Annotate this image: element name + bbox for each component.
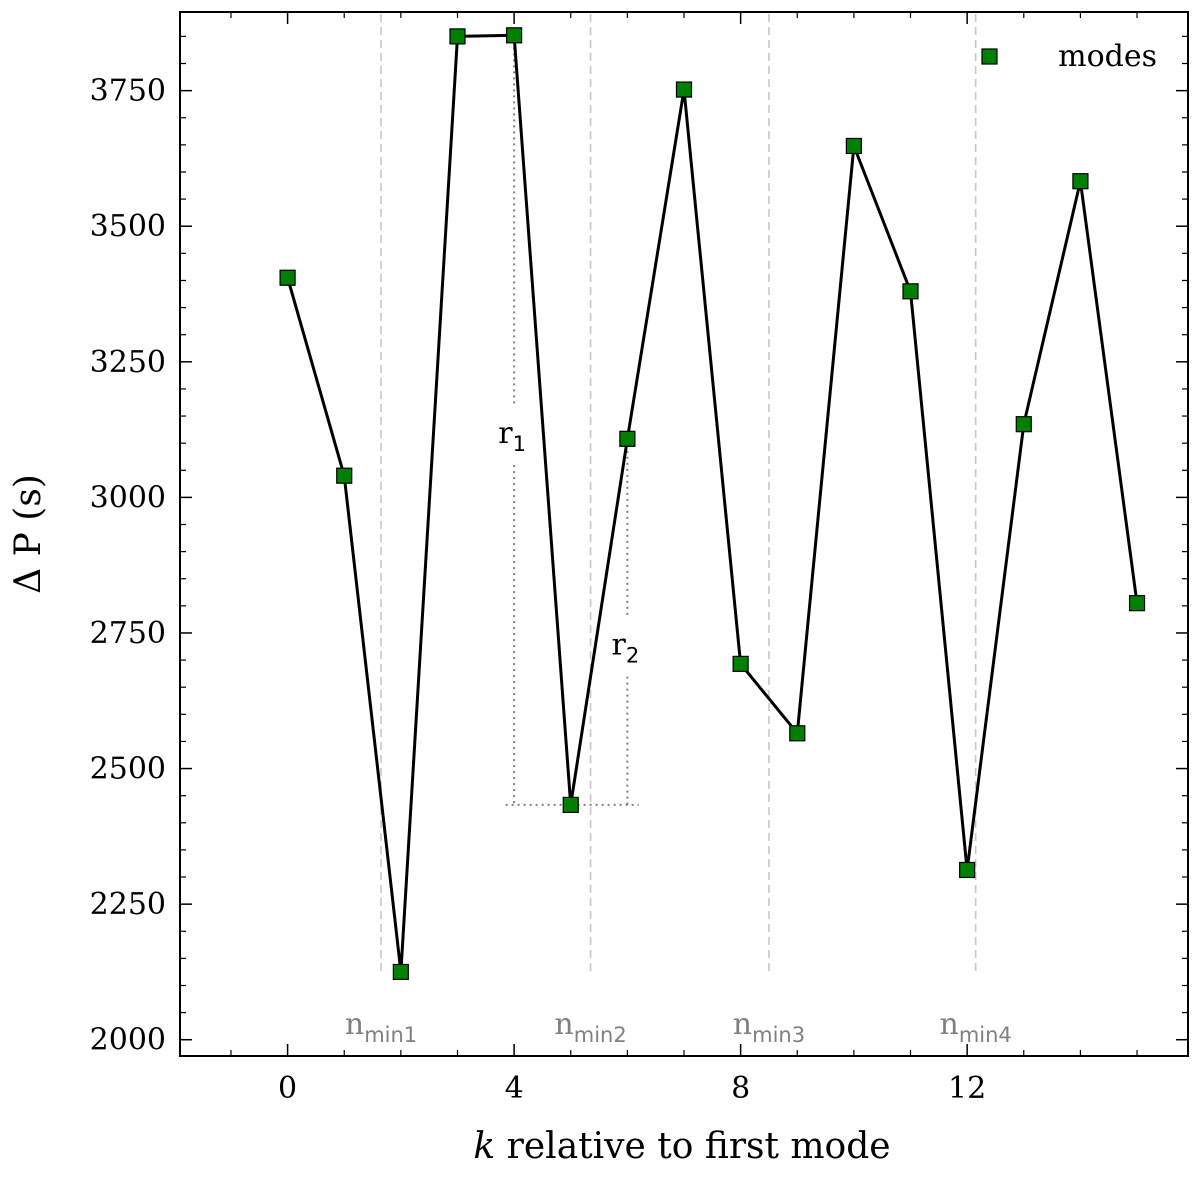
vline-label-3-sub: min3 — [752, 1023, 805, 1047]
x-tick-label: 4 — [505, 1071, 524, 1106]
vline-label-2: nmin2 — [554, 1007, 626, 1047]
annotation-label-1: r1 — [498, 416, 526, 456]
vline-label-1: nmin1 — [345, 1007, 417, 1047]
data-point — [1128, 595, 1146, 612]
plot-frame — [179, 11, 1189, 1057]
annotation-label-2-base: r — [612, 628, 627, 663]
vline-label-2-sub: min2 — [574, 1023, 627, 1047]
vline-label-1-base: n — [345, 1007, 364, 1042]
minimum-lines: nmin1 nmin2 nmin3 nmin4 — [345, 14, 1012, 1047]
x-axis-title: k relative to first mode — [473, 1126, 890, 1167]
x-axis: 0 4 8 12 — [230, 12, 1138, 1106]
modes-series — [279, 27, 1146, 981]
y-tick-label: 2000 — [90, 1023, 166, 1058]
y-axis-title: Δ P (s) — [8, 474, 49, 594]
vline-label-2-base: n — [554, 1007, 573, 1042]
data-point — [732, 655, 749, 672]
legend: modes — [981, 39, 1157, 74]
vline-label-1-sub: min1 — [364, 1023, 417, 1047]
vline-label-3: nmin3 — [733, 1007, 805, 1047]
data-point — [845, 137, 862, 155]
legend-marker — [981, 48, 998, 65]
data-point — [959, 861, 976, 879]
x-tick-label: 0 — [278, 1071, 297, 1106]
y-tick-label: 2500 — [90, 752, 166, 787]
vline-label-4-base: n — [939, 1007, 958, 1042]
data-point — [675, 81, 693, 98]
data-point — [392, 963, 409, 981]
y-tick-label: 3250 — [90, 345, 166, 380]
annotation-label-2: r2 — [612, 628, 640, 668]
y-tick-label: 3750 — [90, 74, 166, 109]
annotation-label-1-base: r — [498, 416, 513, 451]
x-axis-variable: k — [473, 1126, 506, 1167]
data-point — [1015, 416, 1032, 433]
y-tick-label: 2250 — [90, 887, 166, 922]
data-point — [902, 283, 919, 300]
y-tick-label: 3000 — [90, 480, 166, 515]
y-tick-label: 2750 — [90, 616, 166, 651]
data-point — [789, 725, 806, 742]
y-axis: 2000 2250 2500 2750 3000 3250 3500 3750 — [90, 35, 1188, 1058]
vline-label-3-base: n — [733, 1007, 752, 1042]
data-point — [562, 796, 579, 813]
series-line — [286, 33, 1139, 974]
data-point — [1072, 173, 1089, 190]
annotation-label-2-sub: 2 — [626, 644, 639, 668]
data-point — [336, 467, 353, 484]
x-tick-label: 12 — [948, 1071, 986, 1106]
annotation-label-1-sub: 1 — [513, 432, 526, 456]
x-tick-label: 8 — [731, 1071, 750, 1106]
vline-label-4: nmin4 — [939, 1007, 1011, 1047]
data-point — [449, 28, 466, 45]
legend-label: modes — [1058, 39, 1157, 74]
data-point — [506, 27, 523, 44]
data-point — [619, 430, 636, 447]
data-point — [279, 269, 296, 286]
x-axis-label: relative to first mode — [507, 1126, 891, 1167]
vline-label-4-sub: min4 — [959, 1023, 1012, 1047]
y-tick-label: 3500 — [90, 209, 166, 244]
